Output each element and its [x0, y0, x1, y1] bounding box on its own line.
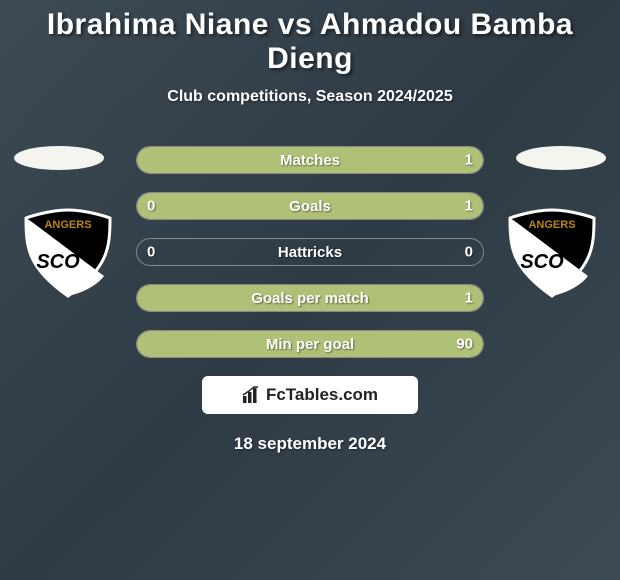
badge-top-text: ANGERS: [44, 219, 91, 231]
stats-area: ANGERS SCO ANGERS SCO Matches 1 Goals 0 1 Hat…: [0, 146, 620, 358]
player-disc-left: [14, 146, 104, 170]
stat-value-right: 90: [456, 336, 473, 353]
stat-label: Goals: [289, 198, 331, 215]
stat-value-right: 0: [465, 244, 473, 261]
stat-row: Matches 1: [136, 146, 484, 174]
stat-row: Goals per match 1: [136, 284, 484, 312]
shield-icon: ANGERS SCO: [502, 208, 602, 298]
club-badge-left: ANGERS SCO: [18, 208, 118, 298]
stat-label: Min per goal: [266, 336, 354, 353]
date-line: 18 september 2024: [0, 434, 620, 454]
stat-value-left: 0: [147, 244, 155, 261]
shield-icon: ANGERS SCO: [18, 208, 118, 298]
badge-bottom-text: SCO: [36, 251, 80, 273]
stat-rows: Matches 1 Goals 0 1 Hattricks 0 0 Goals per matc…: [136, 146, 484, 358]
stat-label: Goals per match: [251, 290, 369, 307]
subtitle: Club competitions, Season 2024/2025: [0, 88, 620, 106]
stat-label: Matches: [280, 152, 340, 169]
stat-value-left: 0: [147, 198, 155, 215]
bar-chart-icon: [242, 386, 262, 404]
club-badge-right: ANGERS SCO: [502, 208, 602, 298]
comparison-card: Ibrahima Niane vs Ahmadou Bamba Dieng Cl…: [0, 0, 620, 580]
stat-row: Min per goal 90: [136, 330, 484, 358]
stat-value-right: 1: [465, 290, 473, 307]
stat-row: Goals 0 1: [136, 192, 484, 220]
stat-value-right: 1: [465, 152, 473, 169]
page-title: Ibrahima Niane vs Ahmadou Bamba Dieng: [0, 0, 620, 76]
stat-row: Hattricks 0 0: [136, 238, 484, 266]
badge-bottom-text: SCO: [520, 251, 564, 273]
stat-label: Hattricks: [278, 244, 342, 261]
brand-text: FcTables.com: [266, 385, 378, 405]
brand-pill: FcTables.com: [202, 376, 418, 414]
player-disc-right: [516, 146, 606, 170]
badge-top-text: ANGERS: [528, 219, 575, 231]
stat-value-right: 1: [465, 198, 473, 215]
